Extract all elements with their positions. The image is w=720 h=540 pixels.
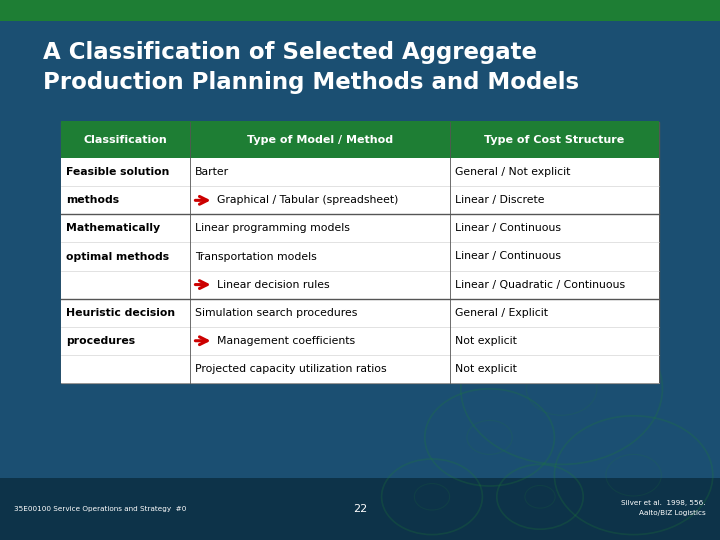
- Text: Management coefficients: Management coefficients: [217, 336, 355, 346]
- Text: Graphical / Tabular (spreadsheet): Graphical / Tabular (spreadsheet): [217, 195, 398, 205]
- FancyBboxPatch shape: [61, 271, 659, 299]
- Text: Linear / Discrete: Linear / Discrete: [455, 195, 544, 205]
- Text: methods: methods: [66, 195, 120, 205]
- Text: Heuristic decision: Heuristic decision: [66, 308, 176, 318]
- FancyBboxPatch shape: [61, 186, 659, 214]
- Text: Barter: Barter: [194, 167, 229, 177]
- Text: procedures: procedures: [66, 336, 135, 346]
- Text: 22: 22: [353, 504, 367, 514]
- Text: Linear programming models: Linear programming models: [194, 224, 350, 233]
- FancyBboxPatch shape: [0, 478, 720, 540]
- Text: General / Explicit: General / Explicit: [455, 308, 548, 318]
- FancyBboxPatch shape: [61, 122, 659, 158]
- Text: Classification: Classification: [84, 135, 167, 145]
- Text: 35E00100 Service Operations and Strategy  #0: 35E00100 Service Operations and Strategy…: [14, 505, 186, 512]
- Text: optimal methods: optimal methods: [66, 252, 169, 261]
- Text: Feasible solution: Feasible solution: [66, 167, 170, 177]
- Text: Not explicit: Not explicit: [455, 336, 516, 346]
- Text: Linear decision rules: Linear decision rules: [217, 280, 330, 289]
- Text: General / Not explicit: General / Not explicit: [455, 167, 570, 177]
- Text: Aalto/BIZ Logistics: Aalto/BIZ Logistics: [639, 510, 706, 516]
- FancyBboxPatch shape: [61, 122, 659, 383]
- FancyBboxPatch shape: [0, 0, 720, 21]
- Text: Type of Model / Method: Type of Model / Method: [246, 135, 392, 145]
- Text: Type of Cost Structure: Type of Cost Structure: [484, 135, 624, 145]
- Text: Silver et al.  1998, 556.: Silver et al. 1998, 556.: [621, 500, 706, 507]
- Text: Linear / Quadratic / Continuous: Linear / Quadratic / Continuous: [455, 280, 625, 289]
- Text: Projected capacity utilization ratios: Projected capacity utilization ratios: [194, 364, 387, 374]
- FancyBboxPatch shape: [61, 242, 659, 271]
- FancyBboxPatch shape: [61, 158, 659, 186]
- Text: A Classification of Selected Aggregate
Production Planning Methods and Models: A Classification of Selected Aggregate P…: [43, 42, 580, 93]
- Text: Linear / Continuous: Linear / Continuous: [455, 224, 561, 233]
- FancyBboxPatch shape: [61, 214, 659, 242]
- FancyBboxPatch shape: [61, 299, 659, 327]
- Text: Not explicit: Not explicit: [455, 364, 516, 374]
- Text: Simulation search procedures: Simulation search procedures: [194, 308, 357, 318]
- Text: Linear / Continuous: Linear / Continuous: [455, 252, 561, 261]
- Text: Mathematically: Mathematically: [66, 224, 161, 233]
- FancyBboxPatch shape: [61, 327, 659, 355]
- FancyBboxPatch shape: [61, 355, 659, 383]
- Text: Transportation models: Transportation models: [194, 252, 317, 261]
